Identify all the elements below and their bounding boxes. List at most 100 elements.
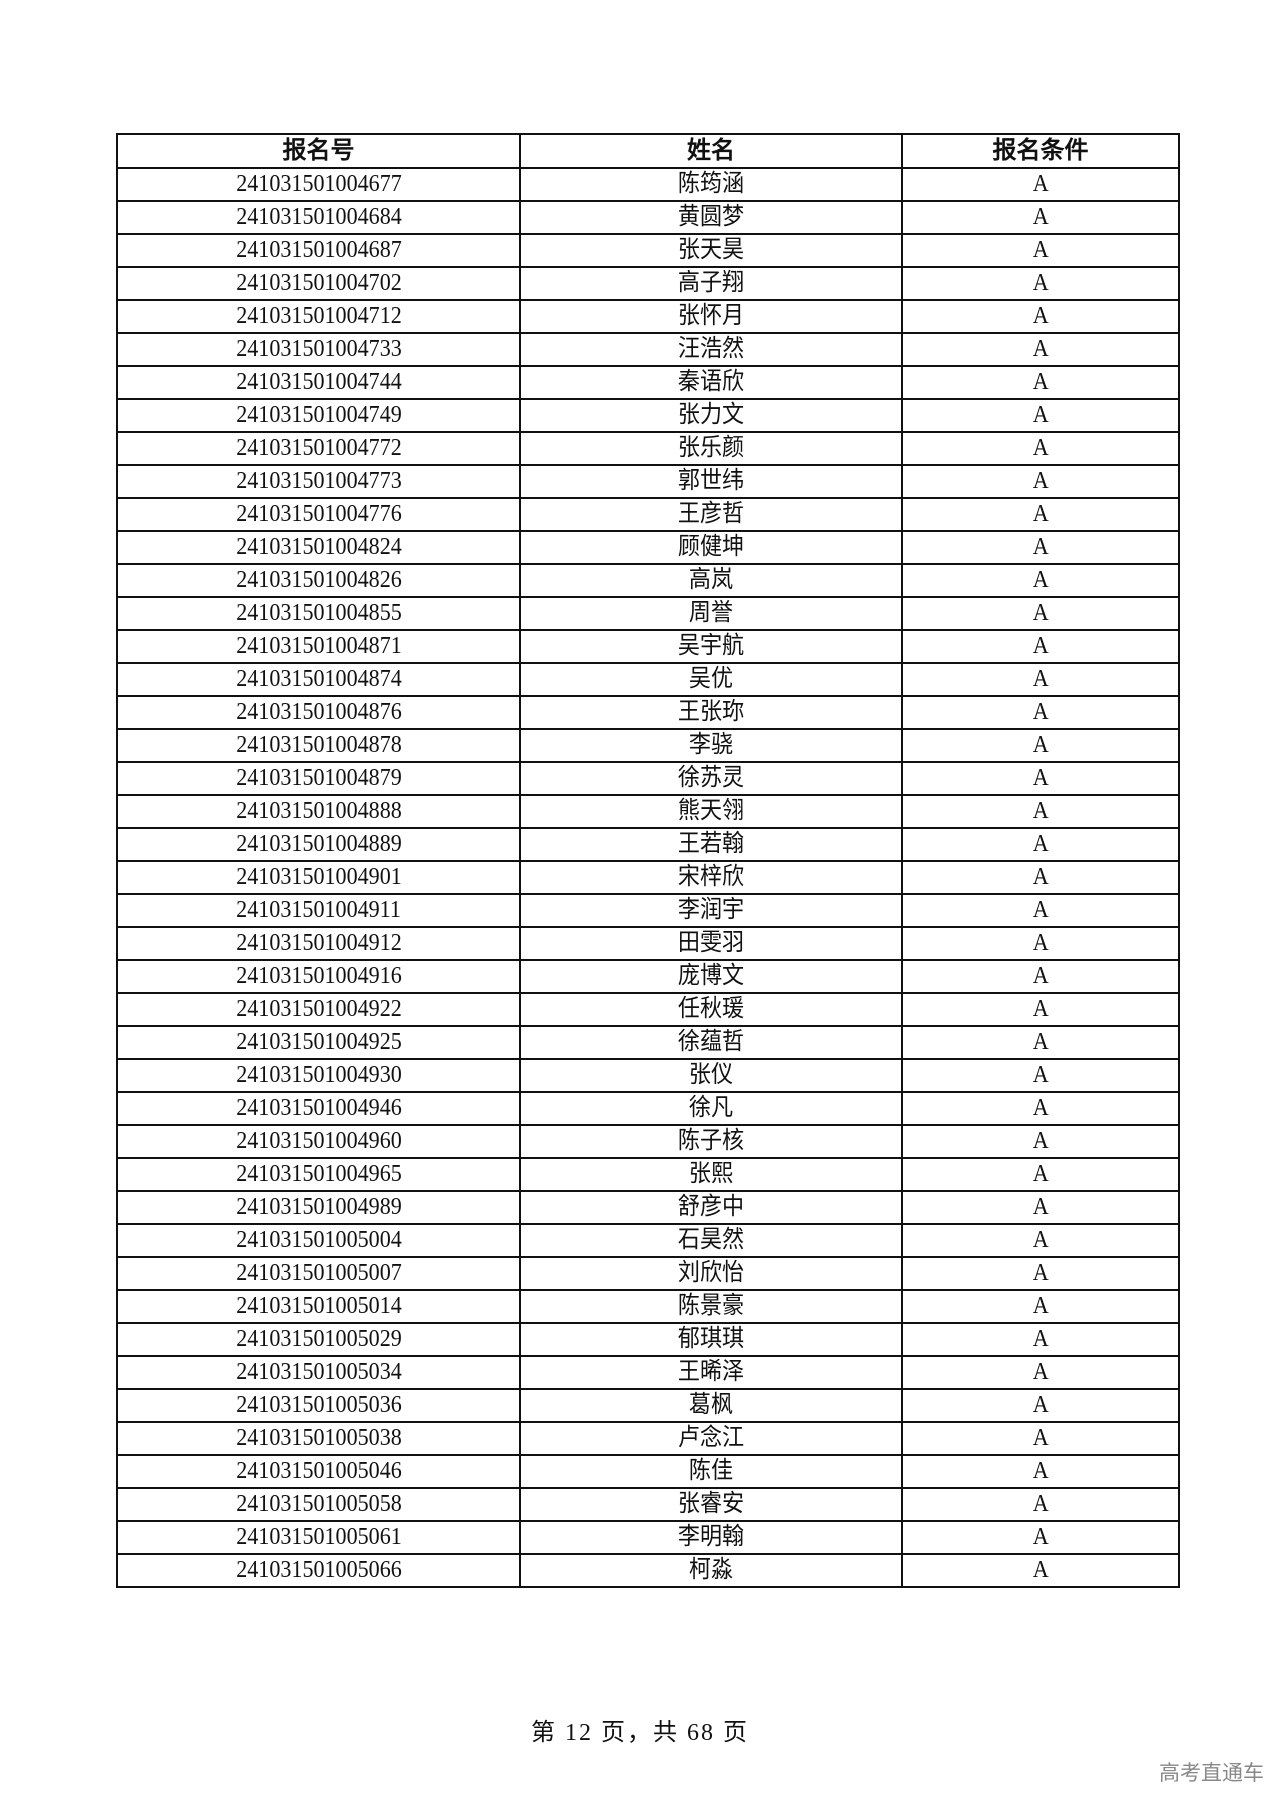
table-row: 241031501004911 李润宇 A	[116, 893, 1180, 928]
registration-number-cell: 241031501005007	[116, 1256, 521, 1291]
name-cell-text: 张熙	[688, 1161, 734, 1187]
name-cell: 张睿安	[519, 1487, 903, 1522]
condition-cell: A	[901, 332, 1180, 367]
name-cell-text: 陈子核	[677, 1128, 745, 1154]
registration-number-cell: 241031501004912	[116, 926, 521, 961]
name-cell: 张天昊	[519, 233, 903, 268]
registration-number-cell: 241031501005034	[116, 1355, 521, 1390]
registration-number-cell: 241031501004922	[116, 992, 521, 1027]
table-row: 241031501004702 高子翔 A	[116, 266, 1180, 301]
table-row: 241031501004687 张天昊 A	[116, 233, 1180, 268]
registration-number-cell-text: 241031501004733	[235, 336, 402, 362]
condition-cell-text: A	[1032, 303, 1049, 329]
registration-number-cell: 241031501004776	[116, 497, 521, 532]
condition-cell-text: A	[1032, 930, 1049, 956]
registration-number-cell: 241031501004874	[116, 662, 521, 697]
registration-number-cell-text: 241031501004826	[235, 567, 402, 593]
registration-number-cell: 241031501005046	[116, 1454, 521, 1489]
name-cell: 顾健坤	[519, 530, 903, 565]
table-row: 241031501004879 徐苏灵 A	[116, 761, 1180, 796]
condition-cell: A	[901, 695, 1180, 730]
condition-cell-text: A	[1032, 1359, 1049, 1385]
table-row: 241031501005007 刘欣怡 A	[116, 1256, 1180, 1291]
table-row: 241031501004874 吴优 A	[116, 662, 1180, 697]
condition-cell: A	[901, 563, 1180, 598]
name-cell: 徐苏灵	[519, 761, 903, 796]
table-row: 241031501004989 舒彦中 A	[116, 1190, 1180, 1225]
condition-cell-text: A	[1032, 1425, 1049, 1451]
registration-number-cell-text: 241031501004687	[235, 237, 402, 263]
name-cell: 石昊然	[519, 1223, 903, 1258]
table-row: 241031501005058 张睿安 A	[116, 1487, 1180, 1522]
registration-number-cell: 241031501004930	[116, 1058, 521, 1093]
name-cell-text: 张乐颜	[677, 435, 745, 461]
condition-cell-text: A	[1032, 1161, 1049, 1187]
registration-number-cell-text: 241031501004749	[235, 402, 402, 428]
registration-number-cell-text: 241031501004712	[235, 303, 402, 329]
name-cell-text: 周誉	[688, 600, 734, 626]
name-cell-text: 柯淼	[688, 1557, 734, 1583]
registration-number-cell: 241031501005029	[116, 1322, 521, 1357]
registration-number-cell-text: 241031501004922	[235, 996, 402, 1022]
name-cell-text: 张睿安	[677, 1491, 745, 1517]
header-name: 姓名	[519, 133, 903, 169]
name-cell: 张熙	[519, 1157, 903, 1192]
name-cell-text: 高子翔	[677, 270, 745, 296]
registration-number-cell-text: 241031501005038	[235, 1425, 402, 1451]
name-cell: 徐凡	[519, 1091, 903, 1126]
name-cell-text: 陈佳	[688, 1458, 734, 1484]
name-cell-text: 王张珎	[677, 699, 745, 725]
condition-cell-text: A	[1032, 402, 1049, 428]
condition-cell: A	[901, 1058, 1180, 1093]
table-row: 241031501004773 郭世纬 A	[116, 464, 1180, 499]
condition-cell-text: A	[1032, 435, 1049, 461]
name-cell: 卢念江	[519, 1421, 903, 1456]
table-row: 241031501005004 石昊然 A	[116, 1223, 1180, 1258]
registration-number-cell-text: 241031501005061	[235, 1524, 402, 1550]
table-row: 241031501004925 徐蕴哲 A	[116, 1025, 1180, 1060]
registration-number-cell-text: 241031501005058	[235, 1491, 402, 1517]
condition-cell: A	[901, 728, 1180, 763]
registration-number-cell: 241031501004889	[116, 827, 521, 862]
registration-number-cell-text: 241031501004684	[235, 204, 402, 230]
table-row: 241031501004826 高岚 A	[116, 563, 1180, 598]
condition-cell: A	[901, 1124, 1180, 1159]
table-row: 241031501004855 周誉 A	[116, 596, 1180, 631]
registration-number-cell: 241031501005038	[116, 1421, 521, 1456]
condition-cell: A	[901, 1421, 1180, 1456]
name-cell-text: 张仪	[688, 1062, 734, 1088]
registration-number-cell: 241031501004871	[116, 629, 521, 664]
table-row: 241031501005014 陈景豪 A	[116, 1289, 1180, 1324]
name-cell-text: 陈景豪	[677, 1293, 745, 1319]
condition-cell: A	[901, 167, 1180, 202]
name-cell: 高岚	[519, 563, 903, 598]
condition-cell: A	[901, 827, 1180, 862]
condition-cell: A	[901, 860, 1180, 895]
condition-cell: A	[901, 794, 1180, 829]
registration-number-cell: 241031501004712	[116, 299, 521, 334]
condition-cell-text: A	[1032, 831, 1049, 857]
condition-cell-text: A	[1032, 1260, 1049, 1286]
name-cell: 舒彦中	[519, 1190, 903, 1225]
name-cell: 葛枫	[519, 1388, 903, 1423]
name-cell: 郁琪琪	[519, 1322, 903, 1357]
condition-cell-text: A	[1032, 798, 1049, 824]
table-row: 241031501004946 徐凡 A	[116, 1091, 1180, 1126]
registration-number-cell-text: 241031501005007	[235, 1260, 402, 1286]
condition-cell: A	[901, 1256, 1180, 1291]
registration-number-cell-text: 241031501004855	[235, 600, 402, 626]
registration-number-cell-text: 241031501004888	[235, 798, 402, 824]
name-cell-text: 郁琪琪	[677, 1326, 745, 1352]
condition-cell: A	[901, 530, 1180, 565]
registration-number-cell-text: 241031501004925	[235, 1029, 402, 1055]
name-cell-text: 张天昊	[677, 237, 745, 263]
name-cell: 吴优	[519, 662, 903, 697]
registration-number-cell: 241031501005061	[116, 1520, 521, 1555]
table-row: 241031501004684 黄圆梦 A	[116, 200, 1180, 235]
registration-number-cell-text: 241031501004871	[235, 633, 402, 659]
registration-number-cell-text: 241031501004889	[235, 831, 402, 857]
table-row: 241031501004930 张仪 A	[116, 1058, 1180, 1093]
condition-cell: A	[901, 1322, 1180, 1357]
registration-number-cell-text: 241031501004702	[235, 270, 402, 296]
registration-number-cell: 241031501005058	[116, 1487, 521, 1522]
